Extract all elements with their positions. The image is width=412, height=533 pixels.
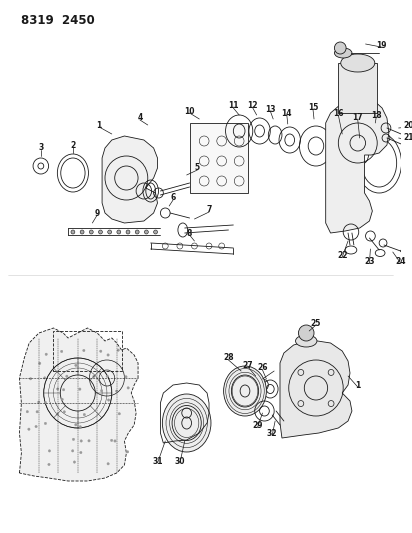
Circle shape <box>45 365 48 367</box>
Bar <box>190 123 248 193</box>
Circle shape <box>145 230 148 234</box>
Circle shape <box>80 230 84 234</box>
Text: 12: 12 <box>248 101 258 110</box>
Text: 32: 32 <box>267 429 277 438</box>
Circle shape <box>71 400 73 403</box>
Circle shape <box>298 325 314 341</box>
Circle shape <box>115 390 117 392</box>
Ellipse shape <box>162 394 211 452</box>
Text: 18: 18 <box>371 110 382 119</box>
Circle shape <box>98 230 103 234</box>
Text: 22: 22 <box>337 251 347 260</box>
Text: 30: 30 <box>175 456 185 465</box>
Circle shape <box>88 354 90 357</box>
Text: 19: 19 <box>376 41 386 50</box>
Text: 8319  2450: 8319 2450 <box>21 14 95 27</box>
Text: 21: 21 <box>403 133 412 142</box>
Circle shape <box>114 437 117 439</box>
Text: 20: 20 <box>403 120 412 130</box>
Circle shape <box>335 42 346 54</box>
Text: 13: 13 <box>265 104 276 114</box>
Text: 2: 2 <box>70 141 75 149</box>
Circle shape <box>84 438 86 440</box>
Text: 17: 17 <box>352 114 363 123</box>
Text: 15: 15 <box>308 103 318 112</box>
Ellipse shape <box>335 48 352 58</box>
Text: 28: 28 <box>223 353 234 362</box>
Circle shape <box>128 439 130 441</box>
Circle shape <box>127 364 130 367</box>
Text: 7: 7 <box>206 206 212 214</box>
Circle shape <box>53 374 55 376</box>
Circle shape <box>28 415 30 417</box>
Text: 24: 24 <box>395 256 406 265</box>
Text: 3: 3 <box>38 143 43 152</box>
Circle shape <box>55 350 57 353</box>
Text: 14: 14 <box>281 109 292 117</box>
Text: 31: 31 <box>152 456 163 465</box>
Circle shape <box>30 377 33 379</box>
Text: 16: 16 <box>333 109 344 117</box>
Text: 9: 9 <box>95 208 100 217</box>
Ellipse shape <box>341 54 375 72</box>
Text: 8: 8 <box>187 229 192 238</box>
Text: 23: 23 <box>364 256 375 265</box>
Text: 4: 4 <box>137 114 143 123</box>
Circle shape <box>57 463 59 465</box>
Circle shape <box>135 230 139 234</box>
Ellipse shape <box>224 366 267 416</box>
Text: 5: 5 <box>195 164 200 173</box>
Circle shape <box>89 427 92 429</box>
Circle shape <box>125 412 127 415</box>
Circle shape <box>64 415 66 418</box>
Circle shape <box>100 349 102 351</box>
Circle shape <box>101 379 104 381</box>
Circle shape <box>88 378 91 381</box>
Bar <box>338 63 377 113</box>
Text: 1: 1 <box>96 120 102 130</box>
Circle shape <box>35 374 37 377</box>
Circle shape <box>54 424 56 427</box>
Circle shape <box>107 364 110 366</box>
Bar <box>54 331 122 371</box>
Ellipse shape <box>295 335 317 347</box>
Text: 29: 29 <box>253 421 263 430</box>
Circle shape <box>82 400 85 402</box>
Text: 27: 27 <box>243 360 253 369</box>
Circle shape <box>154 230 157 234</box>
Circle shape <box>96 450 99 452</box>
Polygon shape <box>280 340 352 438</box>
Circle shape <box>118 465 120 467</box>
Polygon shape <box>102 136 157 223</box>
Circle shape <box>89 230 93 234</box>
Text: 11: 11 <box>228 101 239 110</box>
Text: 26: 26 <box>257 364 268 373</box>
Circle shape <box>91 366 94 368</box>
Circle shape <box>40 352 42 354</box>
Circle shape <box>71 230 75 234</box>
Circle shape <box>117 230 121 234</box>
Circle shape <box>126 230 130 234</box>
Circle shape <box>117 374 119 376</box>
Text: 25: 25 <box>311 319 321 327</box>
Polygon shape <box>19 328 138 481</box>
Circle shape <box>46 428 48 431</box>
Circle shape <box>71 364 73 367</box>
Circle shape <box>82 387 84 390</box>
Circle shape <box>75 377 77 380</box>
Circle shape <box>35 423 38 425</box>
Circle shape <box>79 415 81 417</box>
Circle shape <box>115 450 117 453</box>
Text: 10: 10 <box>184 107 195 116</box>
Polygon shape <box>326 98 389 233</box>
Text: 1: 1 <box>355 381 360 390</box>
Circle shape <box>108 230 112 234</box>
Text: 6: 6 <box>171 193 176 203</box>
Circle shape <box>127 450 129 453</box>
Circle shape <box>28 389 30 391</box>
Circle shape <box>52 366 55 369</box>
